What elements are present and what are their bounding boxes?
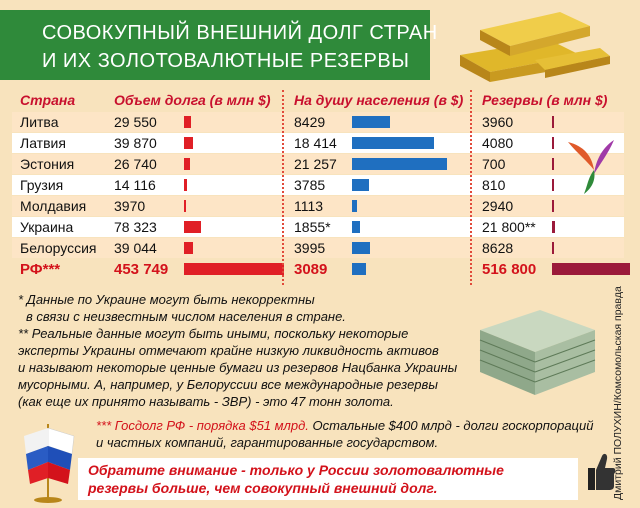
debt-bar bbox=[184, 200, 186, 212]
credit-text: Дмитрий ПОЛУХИН/Комсомольская правда bbox=[612, 286, 624, 500]
table-row: РФ*** 453 749 3089 516 800 bbox=[12, 259, 630, 279]
note-2b: эксперты Украины отмечают крайне низкую … bbox=[18, 343, 439, 358]
table-row: Белоруссия 39 044 3995 8628 bbox=[12, 238, 624, 258]
reserves-bar bbox=[552, 200, 554, 212]
per-capita-value: 1855* bbox=[294, 219, 331, 235]
per-capita-value: 8429 bbox=[294, 114, 326, 130]
debt-bar bbox=[184, 221, 202, 233]
reserves-value: 8628 bbox=[482, 240, 514, 256]
debt-value: 78 323 bbox=[114, 219, 157, 235]
debt-value: 39 044 bbox=[114, 240, 157, 256]
table-row: Литва 29 550 8429 3960 bbox=[12, 112, 624, 132]
note-3a-red: *** Госдолг РФ - порядка $51 млрд. bbox=[96, 418, 309, 433]
title-banner: СОВОКУПНЫЙ ВНЕШНИЙ ДОЛГ СТРАН И ИХ ЗОЛОТ… bbox=[0, 10, 437, 80]
note-1b: в связи с неизвестным числом населения в… bbox=[26, 309, 346, 324]
gold-bars-icon bbox=[460, 12, 610, 82]
money-stack-icon bbox=[479, 310, 596, 395]
callout-line2: резервы больше, чем совокупный внешний д… bbox=[88, 480, 438, 496]
reserves-value: 2940 bbox=[482, 198, 514, 214]
reserves-value: 810 bbox=[482, 177, 506, 193]
header-debt: Объем долга (в млн $) bbox=[114, 92, 271, 108]
reserves-bar bbox=[552, 179, 554, 191]
per-capita-value: 3089 bbox=[294, 261, 328, 278]
header-per-capita: На душу населения (в $) bbox=[294, 92, 464, 108]
per-capita-bar bbox=[352, 116, 390, 128]
bird-logo-icon bbox=[568, 140, 614, 194]
callout-line1: Обратите внимание - только у России золо… bbox=[88, 462, 504, 478]
table-header-row: Страна Объем долга (в млн $) На душу нас… bbox=[12, 90, 624, 110]
russia-flag-icon bbox=[24, 424, 75, 503]
note-2a: ** Реальные данные могут быть иными, пос… bbox=[18, 326, 409, 341]
header-reserves: Резервы (в млн $) bbox=[482, 92, 608, 108]
debt-value: 453 749 bbox=[114, 261, 169, 278]
debt-value: 26 740 bbox=[114, 156, 157, 172]
column-divider bbox=[470, 90, 472, 285]
reserves-bar bbox=[552, 263, 630, 275]
column-divider bbox=[282, 90, 284, 285]
country-label: Эстония bbox=[20, 156, 75, 172]
table-row: Молдавия 3970 1113 2940 bbox=[12, 196, 624, 216]
country-label: Белоруссия bbox=[20, 240, 97, 256]
note-1a: * Данные по Украине могут быть некоррект… bbox=[18, 292, 315, 307]
reserves-bar bbox=[552, 242, 554, 254]
country-label: Литва bbox=[20, 114, 59, 130]
note-3b: и частных компаний, гарантированные госу… bbox=[96, 435, 439, 450]
reserves-value: 4080 bbox=[482, 135, 514, 151]
note-2c: и называют некоторые ценные бумаги из ре… bbox=[18, 360, 458, 375]
debt-value: 39 870 bbox=[114, 135, 157, 151]
debt-bar bbox=[184, 179, 188, 191]
reserves-value: 700 bbox=[482, 156, 506, 172]
table-row: Украина 78 323 1855* 21 800** bbox=[12, 217, 624, 237]
reserves-value: 516 800 bbox=[482, 261, 537, 278]
header-country: Страна bbox=[20, 92, 76, 108]
per-capita-bar bbox=[352, 137, 435, 149]
note-2d: мусорными. А, например, у Белоруссии все… bbox=[18, 377, 438, 392]
country-label: Молдавия bbox=[20, 198, 87, 214]
country-label: Украина bbox=[20, 219, 74, 235]
debt-value: 14 116 bbox=[114, 177, 156, 193]
debt-bar bbox=[184, 116, 191, 128]
reserves-value: 21 800** bbox=[482, 219, 536, 235]
chart-title-line1: СОВОКУПНЫЙ ВНЕШНИЙ ДОЛГ СТРАН bbox=[42, 22, 438, 44]
note-3a-rest: Остальные $400 млрд - долги госкорпораци… bbox=[312, 418, 594, 433]
per-capita-value: 1113 bbox=[294, 198, 324, 214]
thumbs-up-icon bbox=[588, 453, 616, 490]
per-capita-bar bbox=[352, 179, 369, 191]
per-capita-value: 3995 bbox=[294, 240, 326, 256]
per-capita-value: 21 257 bbox=[294, 156, 337, 172]
reserves-bar bbox=[552, 137, 554, 149]
debt-bar bbox=[184, 158, 190, 170]
per-capita-bar bbox=[352, 263, 366, 275]
per-capita-bar bbox=[352, 200, 357, 212]
reserves-bar bbox=[552, 116, 554, 128]
table-row: Эстония 26 740 21 257 700 bbox=[12, 154, 624, 174]
note-2e: (как еще их принято называть - ЗВР) - эт… bbox=[18, 394, 394, 409]
debt-value: 29 550 bbox=[114, 114, 157, 130]
reserves-bar bbox=[552, 158, 554, 170]
debt-bar bbox=[184, 242, 193, 254]
country-label: РФ*** bbox=[20, 261, 61, 278]
reserves-value: 3960 bbox=[482, 114, 514, 130]
chart-title-line2: И ИХ ЗОЛОТОВАЛЮТНЫЕ РЕЗЕРВЫ bbox=[42, 50, 410, 72]
per-capita-bar bbox=[352, 158, 447, 170]
reserves-bar bbox=[552, 221, 556, 233]
table-row: Грузия 14 116 3785 810 bbox=[12, 175, 624, 195]
country-label: Латвия bbox=[20, 135, 66, 151]
per-capita-bar bbox=[352, 242, 370, 254]
callout-box: Обратите внимание - только у России золо… bbox=[78, 458, 578, 500]
country-label: Грузия bbox=[20, 177, 64, 193]
per-capita-value: 18 414 bbox=[294, 135, 337, 151]
debt-bar bbox=[184, 137, 193, 149]
note-3a: *** Госдолг РФ - порядка $51 млрд. Остал… bbox=[96, 418, 593, 433]
debt-bar bbox=[184, 263, 284, 275]
per-capita-value: 3785 bbox=[294, 177, 326, 193]
table-row: Латвия 39 870 18 414 4080 bbox=[12, 133, 624, 153]
debt-value: 3970 bbox=[114, 198, 146, 214]
per-capita-bar bbox=[352, 221, 361, 233]
